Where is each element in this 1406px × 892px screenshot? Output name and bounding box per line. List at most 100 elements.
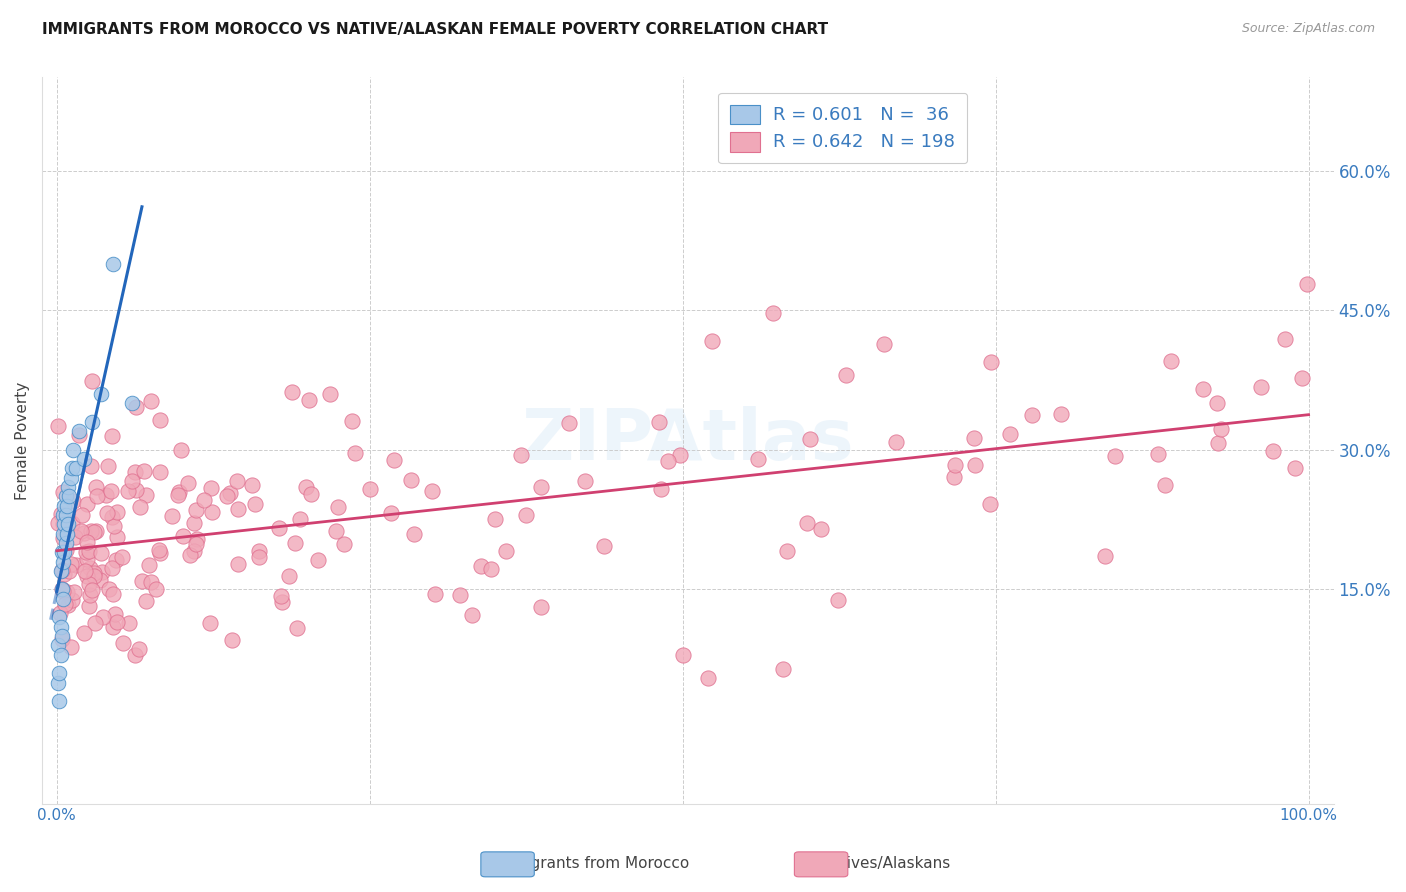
- Point: [73, 452, 96, 467]
- Point: [52, 526, 75, 541]
- Point: [139, 394, 162, 409]
- Point: [328, 500, 350, 514]
- Point: [52, 531, 75, 545]
- Point: [226, 557, 249, 571]
- Point: [284, 535, 307, 549]
- Point: [84, 615, 107, 630]
- Point: [60, 516, 83, 530]
- Point: [278, 569, 301, 583]
- Point: [77, 577, 100, 591]
- Point: [886, 435, 908, 450]
- Point: [53, 499, 76, 513]
- Point: [59, 557, 82, 571]
- Point: [80, 415, 103, 429]
- Point: [148, 542, 170, 557]
- Point: [299, 486, 322, 500]
- Point: [200, 481, 222, 495]
- Point: [111, 549, 134, 564]
- Point: [48, 606, 70, 620]
- Point: [76, 497, 98, 511]
- Point: [172, 529, 194, 543]
- Point: [243, 497, 266, 511]
- Point: [198, 615, 221, 630]
- Point: [105, 530, 128, 544]
- Point: [183, 516, 205, 531]
- Point: [1094, 549, 1116, 563]
- Point: [285, 621, 308, 635]
- Point: [52, 508, 75, 522]
- Point: [270, 589, 292, 603]
- Point: [128, 641, 150, 656]
- Point: [46, 638, 69, 652]
- Text: Immigrants from Morocco: Immigrants from Morocco: [492, 856, 689, 871]
- Point: [1160, 354, 1182, 368]
- Point: [62, 494, 84, 508]
- Point: [65, 530, 87, 544]
- Point: [58, 489, 80, 503]
- Point: [333, 537, 356, 551]
- Point: [76, 535, 98, 549]
- Point: [131, 574, 153, 588]
- Point: [134, 464, 156, 478]
- Point: [52, 567, 75, 582]
- Point: [226, 502, 249, 516]
- Point: [48, 666, 70, 681]
- Point: [179, 548, 201, 562]
- Point: [46, 675, 69, 690]
- Point: [943, 470, 966, 484]
- Point: [56, 526, 79, 541]
- Point: [319, 387, 342, 401]
- Point: [776, 544, 799, 558]
- Point: [121, 475, 143, 489]
- Point: [747, 451, 769, 466]
- Point: [52, 485, 75, 500]
- Point: [96, 506, 118, 520]
- Point: [53, 517, 76, 532]
- Point: [59, 471, 82, 485]
- Point: [65, 461, 87, 475]
- Point: [141, 574, 163, 589]
- Point: [51, 545, 73, 559]
- Point: [46, 418, 69, 433]
- Point: [52, 516, 75, 531]
- Point: [980, 355, 1002, 369]
- Point: [509, 448, 531, 462]
- Point: [271, 595, 294, 609]
- Point: [104, 552, 127, 566]
- Point: [125, 483, 148, 497]
- Point: [52, 555, 75, 569]
- Point: [79, 560, 101, 574]
- Point: [60, 640, 83, 655]
- Point: [149, 413, 172, 427]
- Point: [103, 518, 125, 533]
- Point: [343, 446, 366, 460]
- Point: [799, 432, 821, 446]
- Text: ZIPAtlas: ZIPAtlas: [522, 406, 853, 475]
- Point: [51, 629, 73, 643]
- Point: [101, 561, 124, 575]
- Point: [125, 401, 148, 415]
- Point: [101, 429, 124, 443]
- Point: [46, 516, 69, 531]
- Point: [89, 574, 111, 588]
- Point: [118, 616, 141, 631]
- Point: [530, 480, 553, 494]
- Point: [97, 458, 120, 473]
- Point: [69, 427, 91, 442]
- Point: [49, 620, 72, 634]
- Point: [48, 694, 70, 708]
- Point: [79, 543, 101, 558]
- Point: [49, 507, 72, 521]
- Point: [63, 584, 86, 599]
- Point: [105, 506, 128, 520]
- Point: [97, 582, 120, 596]
- Point: [103, 620, 125, 634]
- Point: [307, 553, 329, 567]
- Point: [515, 508, 537, 522]
- Point: [1104, 449, 1126, 463]
- Point: [149, 465, 172, 479]
- Point: [83, 524, 105, 539]
- Point: [55, 536, 77, 550]
- Point: [86, 480, 108, 494]
- Point: [325, 524, 347, 539]
